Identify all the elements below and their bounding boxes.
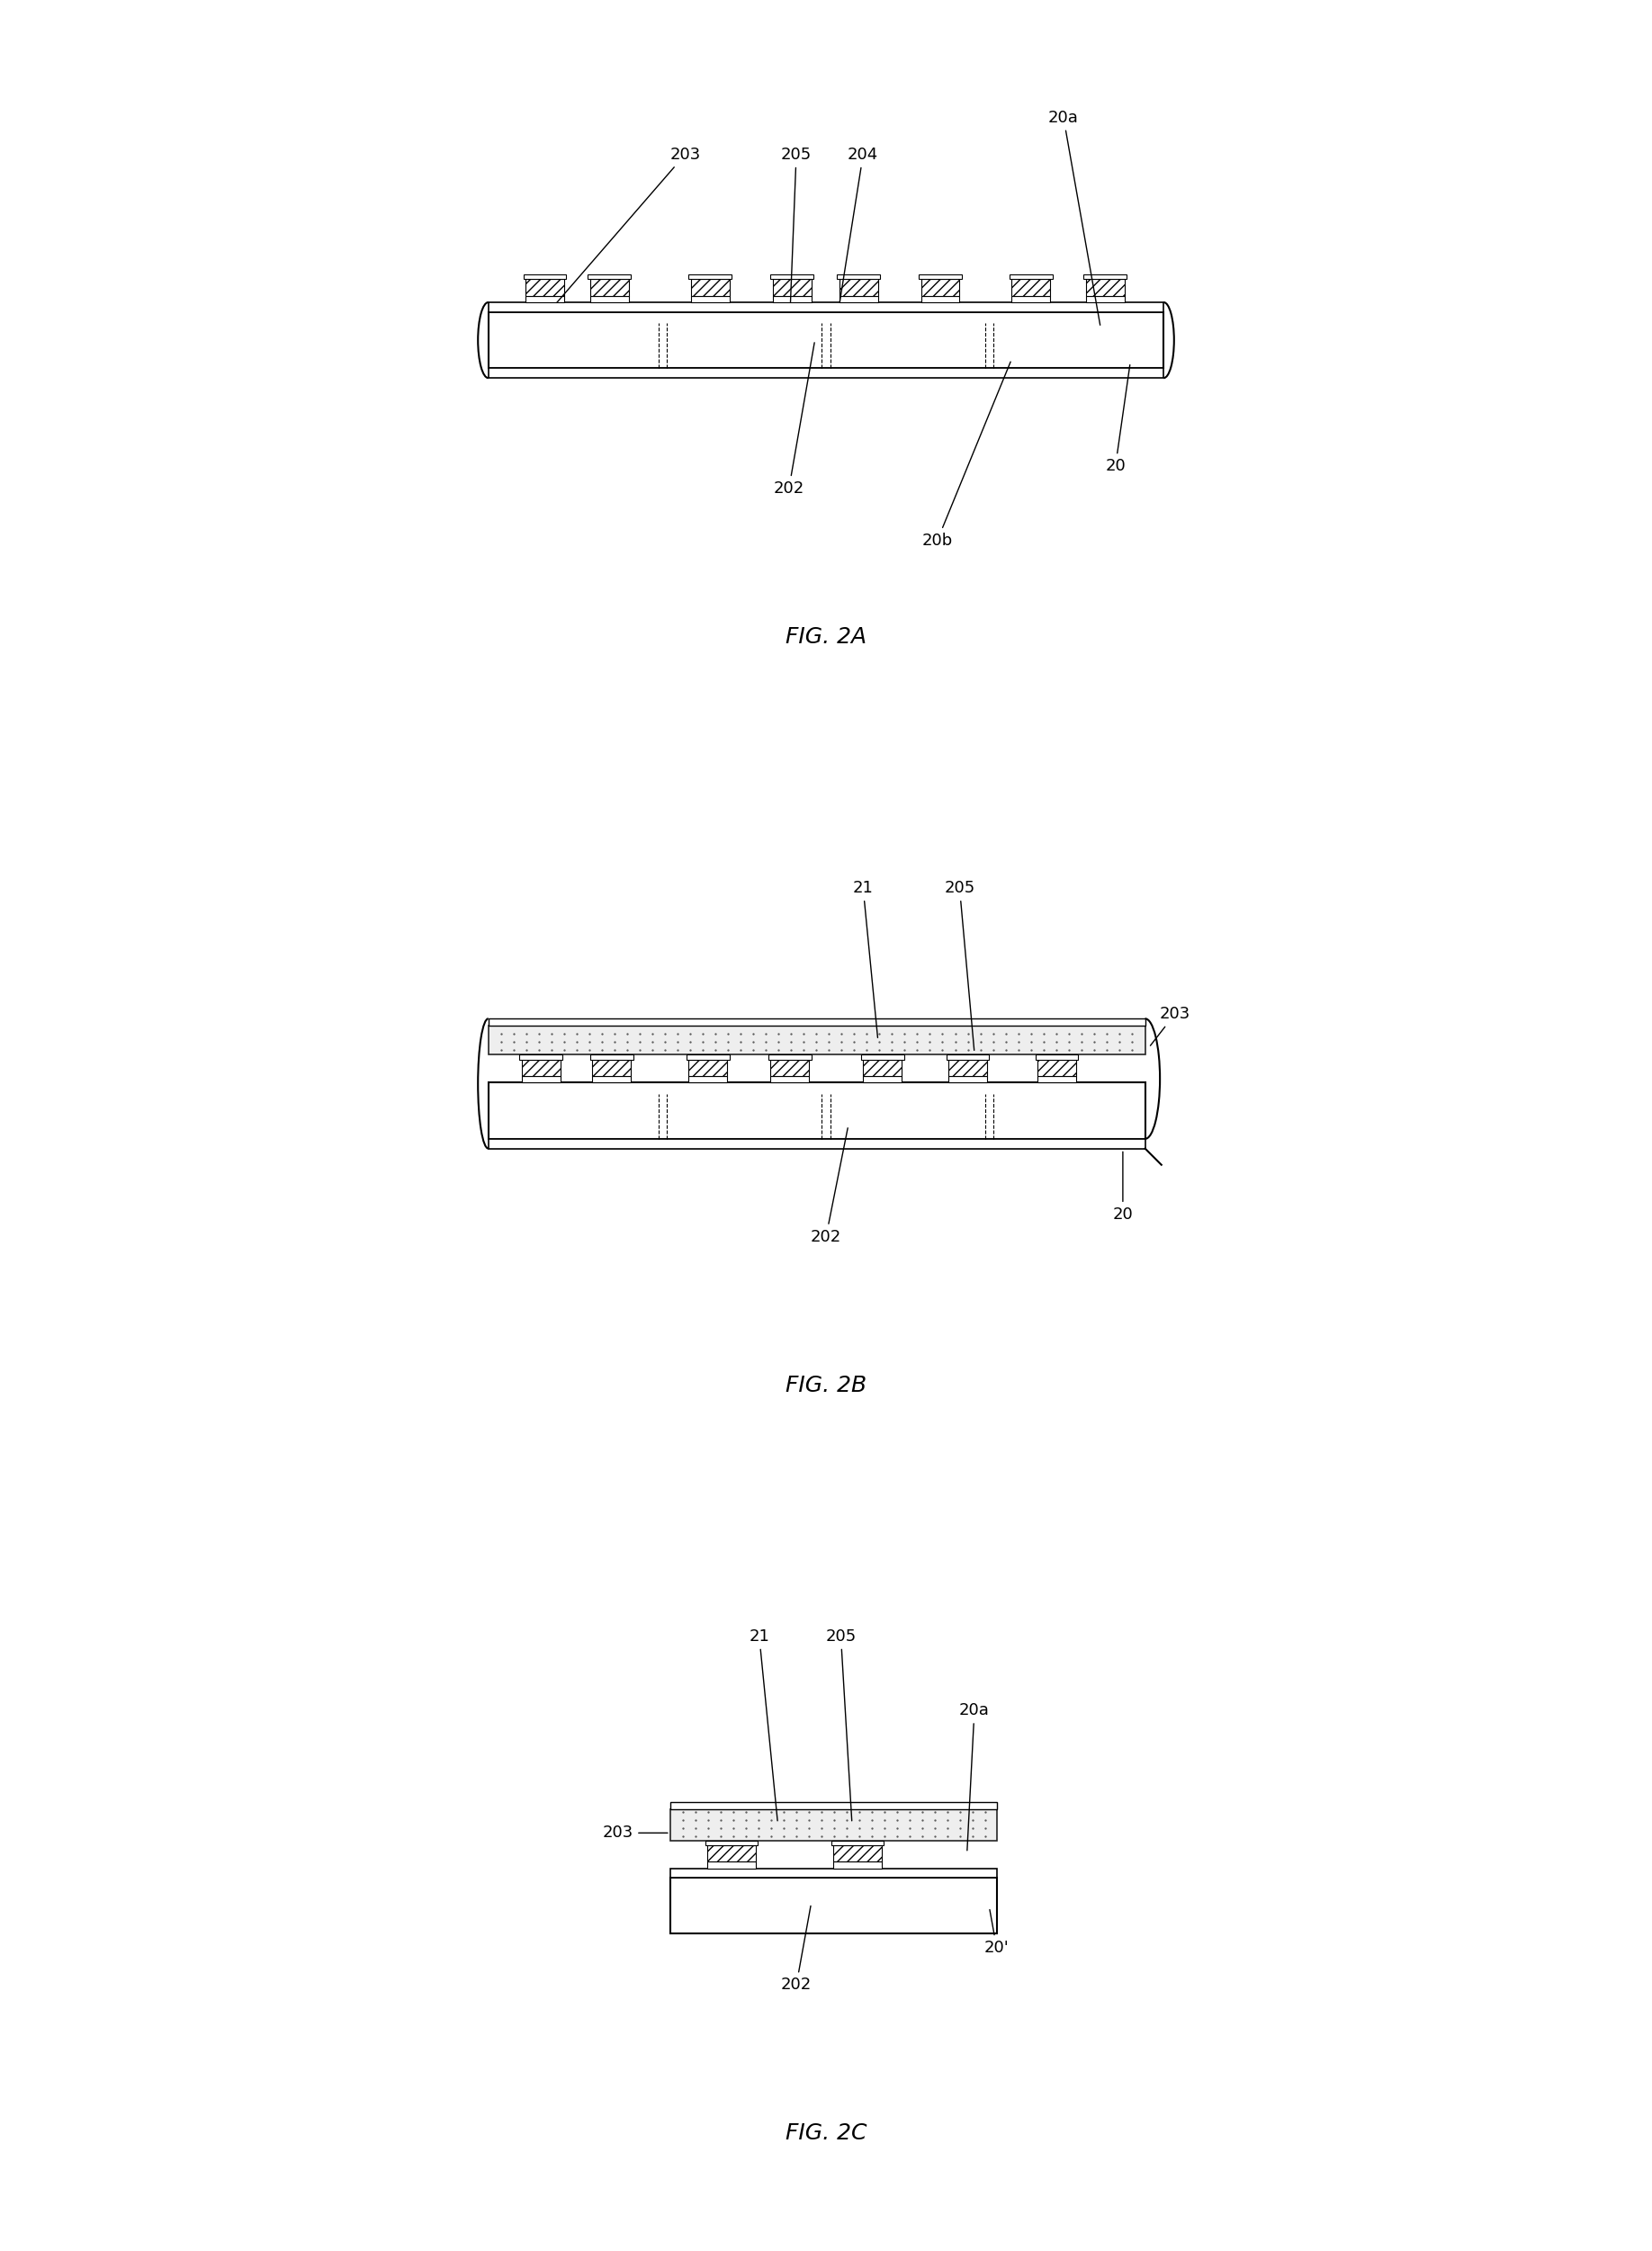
Text: 204: 204 [839,146,879,302]
Bar [770,275,813,279]
Text: 205: 205 [781,146,811,302]
Bar [689,275,732,279]
Bar [947,1053,990,1060]
Text: 205: 205 [826,1627,856,1821]
Bar [489,1139,1145,1148]
Bar [948,1076,986,1083]
Text: 203: 203 [557,146,700,302]
Bar [588,275,631,279]
Bar [671,1868,996,1877]
Bar [948,1060,986,1076]
Bar [1011,295,1051,302]
Text: 20: 20 [1105,365,1130,475]
Bar [707,1862,755,1868]
Bar [593,1076,631,1083]
Bar [919,275,961,279]
Text: 202: 202 [781,1907,811,1992]
Bar [770,1076,809,1083]
Bar [691,295,730,302]
Bar [671,1810,996,1841]
Bar [862,1076,902,1083]
Text: 20a: 20a [1049,110,1100,324]
Text: 20b: 20b [922,362,1011,549]
Bar [590,1053,633,1060]
Bar [687,1053,730,1060]
Bar [525,279,563,295]
Text: 203: 203 [603,1826,667,1841]
Bar [489,1083,1145,1139]
Bar [689,1060,727,1076]
Bar [773,295,811,302]
Bar [593,1060,631,1076]
Bar [522,1076,560,1083]
Bar [707,1846,755,1862]
Bar [833,1862,882,1868]
Bar [1085,279,1125,295]
Bar [519,1053,563,1060]
Bar [1009,275,1052,279]
Text: FIG. 2B: FIG. 2B [785,1375,867,1396]
Text: 20a: 20a [960,1702,990,1850]
Bar [522,1060,560,1076]
Bar [590,279,629,295]
Bar [691,279,730,295]
Text: 20': 20' [985,1909,1009,1956]
Text: 205: 205 [945,880,975,1051]
Bar [689,1076,727,1083]
Bar [773,279,811,295]
Bar [671,1801,996,1810]
Bar [768,1053,811,1060]
Bar [671,1877,996,1934]
Bar [590,295,629,302]
Text: 203: 203 [1150,1006,1189,1047]
Text: 202: 202 [773,342,814,497]
Bar [1036,1053,1079,1060]
Bar [839,279,877,295]
Bar [489,1026,1145,1053]
Bar [489,313,1163,369]
Bar [920,279,960,295]
Bar [833,1846,882,1862]
Text: 21: 21 [852,880,877,1038]
Bar [770,1060,809,1076]
Bar [489,1020,1145,1026]
Bar [489,302,1163,313]
Bar [862,1060,902,1076]
Bar [861,1053,904,1060]
Bar [705,1841,758,1846]
Bar [489,369,1163,378]
Text: 21: 21 [748,1627,778,1821]
Bar [1011,279,1051,295]
Bar [831,1841,884,1846]
Text: 20: 20 [1112,1153,1133,1222]
Bar [1037,1076,1075,1083]
Bar [524,275,567,279]
Bar [920,295,960,302]
Bar [838,275,881,279]
Bar [1085,295,1125,302]
Bar [1084,275,1127,279]
Bar [1037,1060,1075,1076]
Bar [839,295,877,302]
Text: 202: 202 [811,1128,847,1245]
Bar [525,295,563,302]
Text: FIG. 2A: FIG. 2A [785,626,867,648]
Text: FIG. 2C: FIG. 2C [785,2123,867,2145]
